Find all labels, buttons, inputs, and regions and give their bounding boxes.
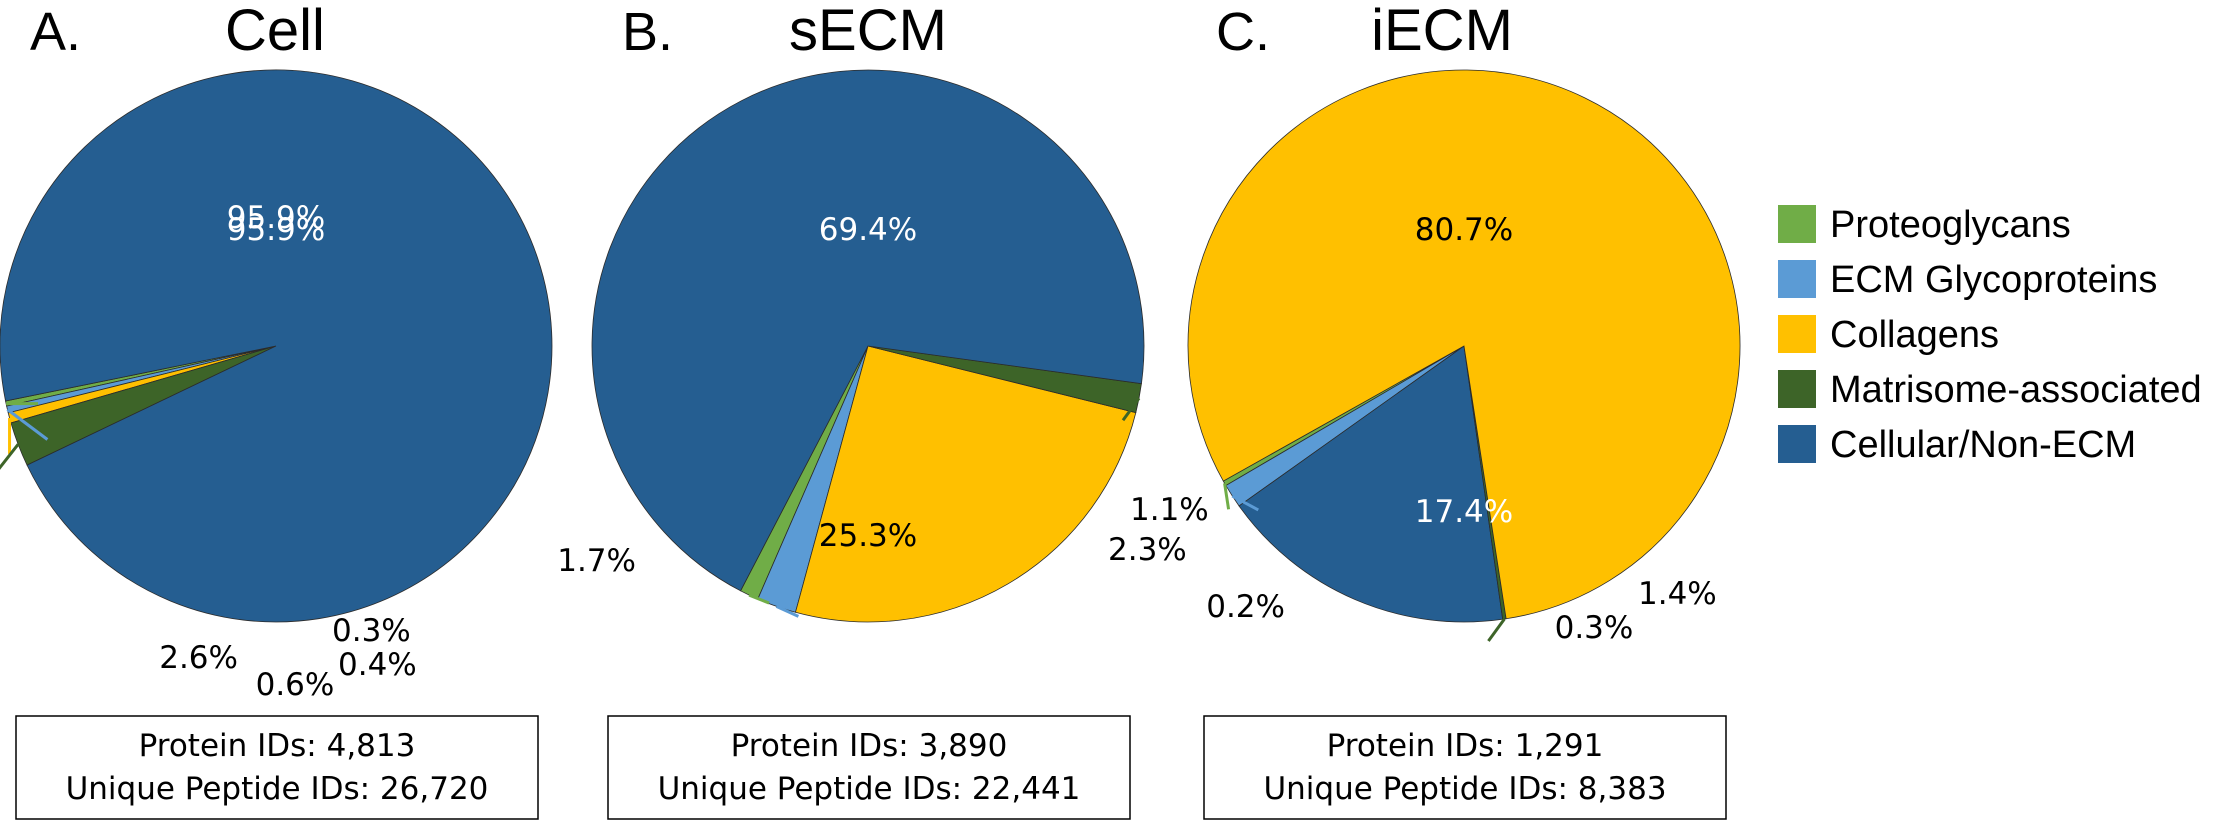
legend-swatch xyxy=(1778,315,1816,353)
leader-line-proteoglycans xyxy=(1223,483,1231,510)
panel-title: Cell xyxy=(225,0,325,63)
protein-ids-text: Protein IDs: 3,890 xyxy=(731,728,1008,764)
panel-secm: B. sECM 25.3% 69.4% 1.1% 2.3% 1.7% Protein IDs:… xyxy=(557,0,1209,820)
legend: Proteoglycans ECM Glycoproteins Collagens M… xyxy=(1778,204,2202,466)
pie-panels: A. Cell95.9%95.9%0.3%0.4%0.6%2.6%Protein … xyxy=(0,0,1741,820)
panel-letter: C. xyxy=(1216,2,1270,62)
pie-slice-cellular-non-ecm xyxy=(591,69,1145,592)
data-label-cellular-non-ecm: 17.4% xyxy=(1415,494,1513,530)
summary-box: Protein IDs: 3,890 Unique Peptide IDs: 22… xyxy=(607,715,1131,820)
panel-title: sECM xyxy=(789,0,947,63)
legend-swatch xyxy=(1778,205,1816,243)
panel-letter: B. xyxy=(622,2,673,62)
summary-box: Protein IDs: 1,291 Unique Peptide IDs: 8,… xyxy=(1203,715,1727,820)
panel-cell: A. Cell 95.9%95.9% 0.3%0.4%0.6% 2.6% Protein … xyxy=(0,0,553,820)
summary-box-border xyxy=(607,715,1131,820)
leader-line-matrisome-associated xyxy=(1121,397,1141,422)
leader-line-ecm-glycoproteins xyxy=(1231,494,1259,512)
unique-peptide-ids-text: Unique Peptide IDs: 8,383 xyxy=(1263,771,1666,807)
data-label-cellular-non-ecm: 69.4% xyxy=(819,212,917,248)
legend-swatch xyxy=(1778,260,1816,298)
summary-box-border xyxy=(15,715,539,820)
pie-slice-collagens xyxy=(794,345,1137,623)
data-label-cellular-non-ecm: 95.9% xyxy=(227,212,325,248)
legend-swatch xyxy=(1778,370,1816,408)
leader-line-ecm-glycoproteins xyxy=(6,408,49,441)
data-label-proteoglycans: 1.1% xyxy=(1130,492,1209,528)
legend-item-matrisome-associated: Matrisome-associated xyxy=(1778,369,2202,411)
protein-ids-text: Protein IDs: 4,813 xyxy=(139,728,416,764)
data-label-matrisome-associated: 0.2% xyxy=(1206,589,1285,625)
unique-peptide-ids-text: Unique Peptide IDs: 22,441 xyxy=(658,771,1081,807)
leader-line-ecm-glycoproteins xyxy=(775,604,800,618)
data-label-ecm-glycoproteins: 0.4% xyxy=(338,647,417,683)
panel-letter: A. xyxy=(30,2,81,62)
data-label-collagens: 25.3% xyxy=(819,518,917,554)
data-label-collagens: 80.7% xyxy=(1415,212,1513,248)
legend-swatch xyxy=(1778,425,1816,463)
panel-iecm: C. iECM 17.4% 80.7% 0.3%1.4% 0.2% Protein IDs:… xyxy=(1187,0,1741,820)
data-label-ecm-glycoproteins: 2.3% xyxy=(1108,532,1187,568)
legend-item-proteoglycans: Proteoglycans xyxy=(1778,204,2071,246)
legend-label: Cellular/Non-ECM xyxy=(1830,424,2136,466)
pie-slice-cellular-non-ecm xyxy=(1238,345,1504,623)
leader-line-proteoglycans xyxy=(748,593,770,605)
legend-item-ecm-glycoproteins: ECM Glycoproteins xyxy=(1778,259,2157,301)
legend-label: ECM Glycoproteins xyxy=(1830,259,2157,301)
unique-peptide-ids-text: Unique Peptide IDs: 26,720 xyxy=(66,771,489,807)
pie-slice-collagens xyxy=(1187,69,1741,620)
leader-line-matrisome-associated xyxy=(0,443,20,470)
legend-label: Matrisome-associated xyxy=(1830,369,2202,411)
data-label-proteoglycans: 0.3% xyxy=(1555,610,1634,646)
legend-label: Collagens xyxy=(1830,314,1999,356)
data-label-cellular-non-ecm: 95.9% xyxy=(227,200,325,236)
data-label-matrisome-associated: 2.6% xyxy=(159,640,238,676)
legend-item-collagens: Collagens xyxy=(1778,314,1999,356)
legend-label: Proteoglycans xyxy=(1830,204,2071,246)
data-label-collagens: 0.6% xyxy=(256,667,335,703)
summary-box-border xyxy=(1203,715,1727,820)
data-label-matrisome-associated: 1.7% xyxy=(557,543,636,579)
data-label-ecm-glycoproteins: 1.4% xyxy=(1638,576,1717,612)
legend-item-cellular-non-ecm: Cellular/Non-ECM xyxy=(1778,424,2136,466)
data-label-proteoglycans: 0.3% xyxy=(332,613,411,649)
summary-box: Protein IDs: 4,813 Unique Peptide IDs: 26… xyxy=(15,715,539,820)
pie-slice-cellular-non-ecm xyxy=(0,69,553,623)
protein-ids-text: Protein IDs: 1,291 xyxy=(1327,728,1604,764)
panel-title: iECM xyxy=(1371,0,1513,63)
leader-line-matrisome-associated xyxy=(1487,618,1506,642)
